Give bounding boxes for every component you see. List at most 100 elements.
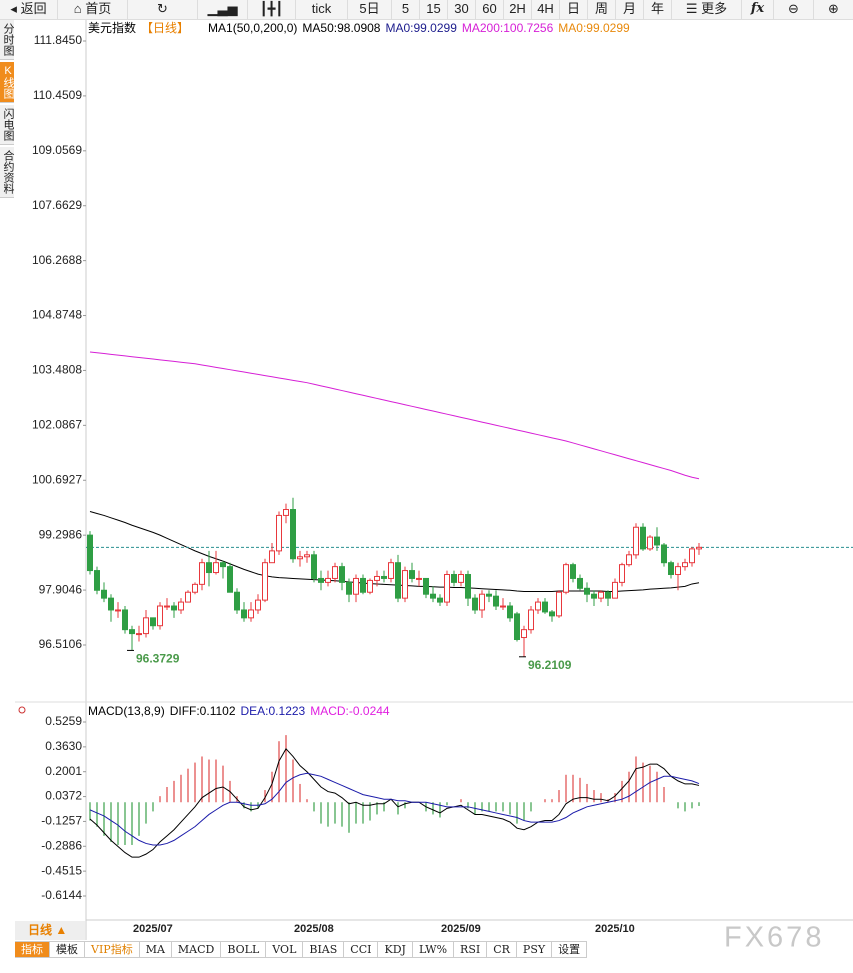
candle-body [262, 562, 268, 601]
period-button[interactable]: 5日 [348, 0, 392, 19]
candle-body [108, 597, 114, 611]
candle-body [647, 536, 653, 550]
indicator-tab[interactable]: BIAS [303, 941, 345, 958]
candle-body [136, 633, 142, 636]
period-button[interactable]: 周 [588, 0, 616, 19]
y-tick-label: 0.5259 [45, 714, 82, 728]
candle-body [577, 577, 583, 589]
tick-button[interactable]: tick [296, 0, 348, 19]
side-tab[interactable]: K线图 [0, 62, 14, 103]
chart-title: 美元指数 [88, 20, 136, 35]
period-button[interactable]: 15 [420, 0, 448, 19]
indicator-label: MA1(50,0,200,0) [208, 21, 297, 35]
y-tick-label: 110.4509 [33, 88, 82, 102]
refresh-button[interactable]: ↻ [128, 0, 198, 19]
candle-body [283, 509, 289, 516]
candle-body [598, 591, 604, 599]
candle-icon-button[interactable]: ┃╋┃ [248, 0, 296, 19]
indicator-tab[interactable]: 指标 [15, 941, 50, 958]
indicator-tab[interactable]: VIP指标 [85, 941, 140, 958]
indicator-tab[interactable]: VOL [266, 941, 304, 958]
settings-icon[interactable] [18, 706, 26, 714]
candle-body [458, 574, 464, 583]
period-button[interactable]: 4H [532, 0, 560, 19]
candle-body [101, 589, 107, 599]
fx-button[interactable]: fx [742, 0, 774, 19]
period-button[interactable]: 30 [448, 0, 476, 19]
candle-body [535, 601, 541, 611]
side-tab[interactable]: 闪电图 [0, 105, 14, 145]
y-tick-label: 104.8748 [32, 308, 82, 322]
period-button[interactable]: 年 [644, 0, 672, 19]
candle-body [346, 581, 352, 595]
indicator-tab[interactable]: 模板 [50, 941, 85, 958]
indicator-tab[interactable]: LW% [412, 941, 455, 958]
zoom-out[interactable]: ⊖ [774, 0, 814, 19]
period-list: 5日 5 15 30 60 2H 4H 日周月年 [348, 0, 672, 19]
more-button[interactable]: ☰ 更多 [672, 0, 742, 19]
candle-body [465, 574, 471, 599]
indicator-tab[interactable]: PSY [516, 941, 553, 958]
y-tick-label: 0.2001 [45, 764, 82, 778]
period-label: 【日线】 [141, 21, 189, 35]
indicator-tab[interactable]: CCI [344, 941, 379, 958]
candle-body [486, 593, 492, 597]
ma-line [89, 351, 700, 480]
zoom-in[interactable]: ⊕ [828, 1, 839, 16]
candle-body [213, 562, 219, 574]
period-button[interactable]: 5 [392, 0, 420, 19]
candle-body [206, 562, 212, 574]
indicator-tab[interactable]: CR [487, 941, 517, 958]
candle-body [276, 514, 282, 552]
candle-body [556, 591, 562, 617]
candle-body [416, 577, 422, 580]
y-tick-label: 111.8450 [34, 33, 83, 47]
candle-body [563, 564, 569, 593]
indicator-tab[interactable]: MACD [171, 941, 222, 958]
y-tick-label: 107.6629 [32, 198, 82, 212]
indicator-tab[interactable]: RSI [454, 941, 488, 958]
candle-body [360, 577, 366, 593]
candle-body [129, 629, 135, 635]
candle-body [339, 566, 345, 583]
candle-body [87, 534, 93, 572]
indicator-tab[interactable]: KDJ [378, 941, 413, 958]
candle-body [255, 599, 261, 611]
period-button[interactable]: 月 [616, 0, 644, 19]
candle-body [451, 574, 457, 583]
home-label[interactable]: 首页 [85, 1, 112, 16]
more-label[interactable]: 更多 [701, 1, 728, 16]
indicator-tab[interactable]: MA [139, 941, 172, 958]
back-button[interactable]: ◂ 返回 [0, 0, 58, 19]
candle-body [640, 526, 646, 550]
candle-body [234, 591, 240, 611]
home-button[interactable]: ⌂ 首页 [58, 0, 128, 19]
side-tabs: 分时图 K线图闪电图合约资料 [0, 20, 15, 200]
candle-body [549, 611, 555, 617]
candle-body [514, 613, 520, 640]
candle-body [430, 593, 436, 599]
indicator-tab[interactable]: 设置 [552, 941, 588, 958]
candle-body [248, 609, 254, 619]
back-label[interactable]: 返回 [20, 1, 47, 16]
side-tab[interactable]: 分时图 [0, 20, 14, 60]
candle-body [220, 562, 226, 568]
period-button[interactable]: 2H [504, 0, 532, 19]
candle-body [668, 562, 674, 576]
legend-entry: MA0:99.0299 [385, 21, 457, 35]
candle-body [521, 629, 527, 639]
candle-body [682, 562, 688, 568]
period-button[interactable]: 日线 ▲ [28, 922, 67, 937]
period-button[interactable]: 60 [476, 0, 504, 19]
chart-icon-button[interactable]: ▁▃▅ [198, 0, 248, 19]
indicator-tab[interactable]: BOLL [221, 941, 267, 958]
candle-body [115, 609, 121, 612]
toolbar: ◂ 返回 ⌂ 首页 ↻ ▁▃▅ ┃╋┃ tick 5日 5 15 30 60 2H 4H 日周… [0, 0, 853, 20]
period-button[interactable]: 日 [560, 0, 588, 19]
ma-line [89, 511, 700, 592]
candle-body [612, 581, 618, 599]
candle-body [150, 617, 156, 627]
side-tab[interactable]: 合约资料 [0, 147, 14, 198]
period-button-bg[interactable] [15, 921, 85, 940]
y-tick-label: 99.2986 [39, 527, 83, 541]
